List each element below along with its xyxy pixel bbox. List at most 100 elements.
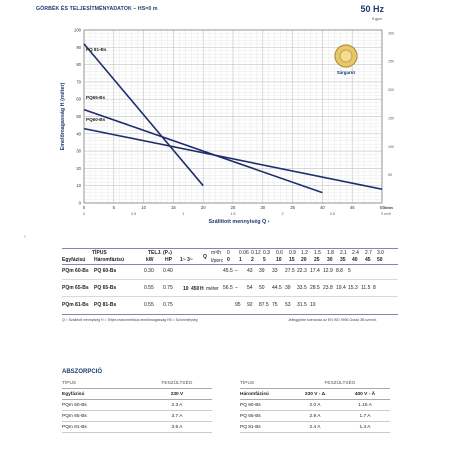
y-tick-label: 50	[76, 114, 81, 119]
x2-tick-label: 1	[182, 212, 184, 216]
q-m3h-value: 1.8	[327, 250, 334, 256]
abs-row-type: PQm 65-Bs	[62, 410, 142, 422]
row-h-value: 23.8	[323, 285, 333, 291]
row-h-value: 22.3	[297, 268, 307, 274]
row-h-value: 33	[272, 268, 278, 274]
x-tick-label: 50	[380, 205, 385, 210]
row-h-value: 15.3	[348, 285, 358, 291]
curve-label: PQ65-Bs	[86, 95, 106, 100]
row-h-value: –	[235, 285, 238, 291]
q-m3h-value: 3.0	[377, 250, 384, 256]
row-h-value: 19.4	[336, 285, 346, 291]
plot-frame	[83, 29, 383, 204]
x2-tick-label: 2.5	[330, 212, 335, 216]
abs-sub-label: Egyfázisú	[62, 388, 142, 400]
x2-tick-label: 0.5	[131, 212, 136, 216]
q-lmin-value: 15	[289, 257, 295, 263]
x2-tick-label: 3	[381, 212, 383, 216]
phase-header: 1~ 3~	[180, 257, 193, 263]
x2-tick-label: 0	[83, 212, 85, 216]
y2-tick-label: 300	[388, 31, 394, 35]
q-lmin-value: 40	[352, 257, 358, 263]
curve-label: PQ 81-Bs	[86, 47, 107, 52]
top-scale-label: ft·gpm	[371, 17, 382, 21]
y-tick-label: 30	[76, 149, 81, 154]
row-hp: 0.40	[163, 268, 173, 274]
abs3-row-b: 1.4 A	[339, 421, 390, 433]
x-tick-label: 30	[260, 205, 265, 210]
abs3-row-a: 2.9 A	[290, 410, 340, 422]
y2-tick-label: 100	[388, 145, 394, 149]
q-lmin-value: 1	[239, 257, 242, 263]
abs3-row-a: 2.4 A	[290, 421, 340, 433]
y2-tick-label: 150	[388, 116, 394, 120]
legend-note: Q = Szállított mennyiség H = Teljes mano…	[62, 318, 198, 322]
abs-row-value: 3.5 A	[142, 421, 212, 433]
row-single-type: PQm 65-Bs	[62, 285, 89, 291]
row-h-value: 53	[285, 302, 291, 308]
h-unit: méter	[206, 286, 219, 292]
q-lmin-value: 25	[314, 257, 320, 263]
q-m3h-value: 1.5	[314, 250, 321, 256]
q-lmin-value: 20	[301, 257, 307, 263]
curves-title: GÖRBÉK ÉS TELJESÍTMÉNYADATOK – HS=0 m	[36, 6, 158, 12]
y2-tick-label: 250	[388, 60, 394, 64]
type-header: TÍPUS	[92, 250, 107, 256]
row-h-value: 12.9	[323, 268, 333, 274]
x-tick-label: 20	[201, 205, 206, 210]
row-h-value: 8	[373, 285, 376, 291]
power-header: TELJ. (P₂)	[148, 250, 172, 256]
abs3-v2: 400 V - Å	[339, 388, 390, 400]
x-tick-label: 5	[113, 205, 116, 210]
row-three-type: PQ 81-Bs	[94, 302, 117, 308]
row-h-value: 50	[259, 285, 265, 291]
y-tick-label: 40	[76, 131, 81, 136]
abs-row-type: PQm 60-Bs	[62, 399, 142, 411]
row-h-value: 87.5	[259, 302, 269, 308]
y-tick-label: 90	[76, 45, 81, 50]
x2-unit-label: m³/h	[384, 212, 391, 216]
row-h-value: 39	[285, 285, 291, 291]
abs3-row-a: 2.0 A	[290, 399, 340, 411]
table-rule	[62, 279, 398, 280]
row-hp: 0.75	[163, 302, 173, 308]
q-m3h-label: m³/h	[211, 250, 221, 256]
row-h-value: 75	[272, 302, 278, 308]
brass-badge-inner	[339, 49, 353, 63]
absorption-title: ABSZORPCIÓ	[62, 369, 103, 375]
x-axis-title: Szállított mennyiség Q ›	[208, 219, 269, 225]
row-three-type: PQ 65-Bs	[94, 285, 117, 291]
abs3-row-type: PQ 60-Bs	[240, 399, 290, 411]
abs-row-value: 2.3 A	[142, 399, 212, 411]
x-tick-label: 0	[83, 205, 86, 210]
q-lmin-value: 30	[327, 257, 333, 263]
q-lmin-value: 35	[340, 257, 346, 263]
abs3-row-type: PQ 65-Bs	[240, 410, 290, 422]
row-h-value: 31.5	[297, 302, 307, 308]
q-m3h-value: 1.2	[301, 250, 308, 256]
row-h-value: 44.5	[272, 285, 282, 291]
q-lmin-value: 2	[251, 257, 254, 263]
abs3-type-label: TÍPUS	[240, 378, 290, 389]
row-h-value: 17.4	[310, 268, 320, 274]
absorption-single-phase-table: TÍPUS FESZÜLTSÉG Egyfázisú 230 V PQm 60-…	[62, 378, 212, 433]
row-h-value: 54	[247, 285, 253, 291]
abs3-row-b: 1.7 A	[339, 410, 390, 422]
kw-header: kW	[146, 257, 154, 263]
y2-tick-label: 200	[388, 88, 394, 92]
hp-header: HP	[165, 257, 172, 263]
capacitor-voltage: 450	[191, 286, 200, 292]
capacitor-value: 10	[183, 286, 189, 292]
abs3-row-type: PQ 81-Bs	[240, 421, 290, 433]
curve-pq65	[83, 108, 323, 194]
margin-arrow-icon: ‹	[24, 234, 26, 240]
curve-label: PQ60-Bs	[86, 117, 106, 122]
abs3-sub-label: Háromfázisú	[240, 388, 290, 400]
x2-tick-label: 2	[282, 212, 284, 216]
row-h-value: 56.5	[223, 285, 233, 291]
table-rule	[62, 314, 398, 315]
y-tick-label: 100	[74, 28, 82, 33]
q-lmin-value: 50	[377, 257, 383, 263]
q-m3h-value: 2.7	[365, 250, 372, 256]
